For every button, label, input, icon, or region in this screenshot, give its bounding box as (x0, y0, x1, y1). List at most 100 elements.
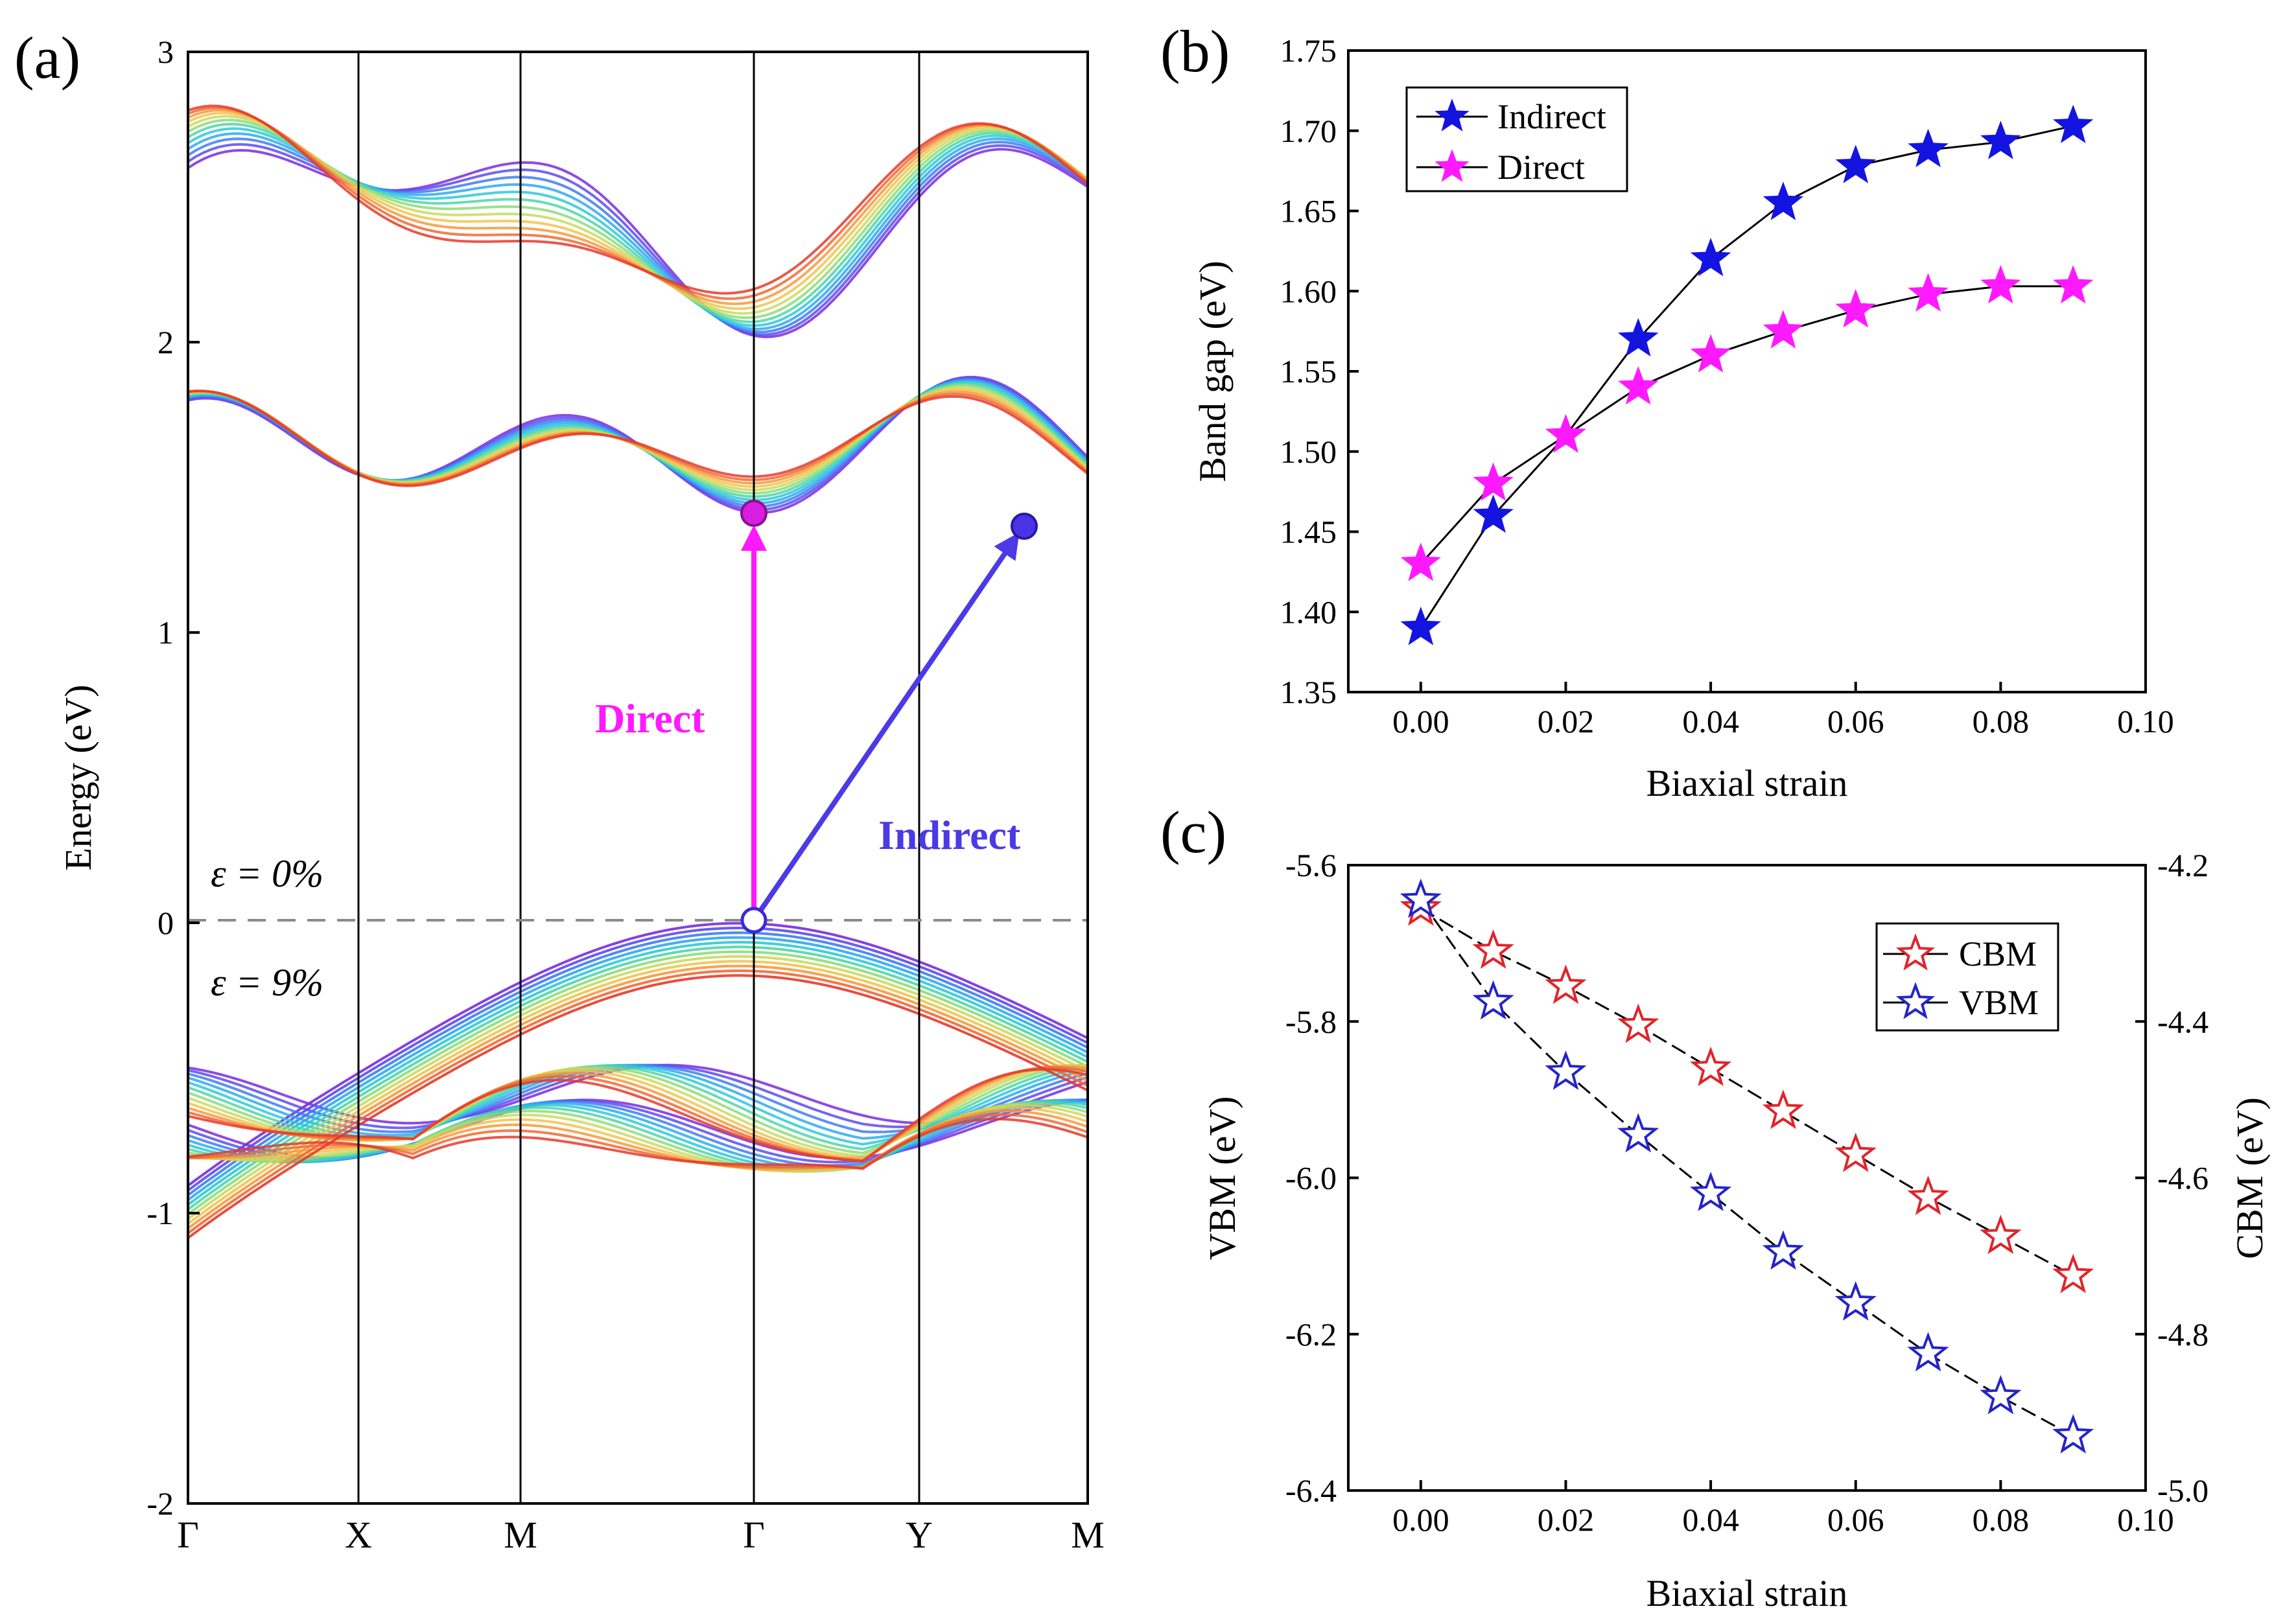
legend-marker-cbm (1895, 933, 1936, 971)
band-line (188, 111, 1088, 310)
y-tick-label: 1.35 (1280, 674, 1337, 710)
point-direct (1908, 273, 1949, 312)
y-tick-label: -6.2 (1285, 1316, 1337, 1352)
band-lines (188, 104, 1088, 1239)
point-direct (1400, 542, 1442, 581)
kpoint-label: X (345, 1514, 372, 1556)
band-structure-panel: (a) -2 -1 0 1 2 3 Γ X M Γ Y M Energy (eV) ε = 0% ε… (14, 25, 1105, 1556)
y-tick-label: -6.0 (1285, 1160, 1337, 1196)
legend-c: CBM VBM (1875, 922, 2059, 1032)
point-direct (1980, 264, 2021, 304)
x-tick-label: 0.10 (2117, 703, 2174, 739)
strain-label-9: ε = 9% (211, 961, 323, 1004)
legend-label-cbm: CBM (1959, 934, 2037, 973)
y-axis-title-b: Band gap (eV) (1191, 261, 1234, 481)
x-tick-label: 0.08 (1973, 1502, 2030, 1538)
y-tick-label-a: -2 (146, 1485, 174, 1522)
y-right-tick-label: -4.6 (2157, 1160, 2208, 1196)
point-indirect (1908, 128, 1949, 168)
y-tick-label: 1.70 (1280, 113, 1337, 149)
point-vbm (1907, 1332, 1949, 1372)
point-cbm (1907, 1176, 1949, 1215)
point-vbm (1545, 1050, 1587, 1090)
point-cbm (2052, 1253, 2094, 1293)
legend-b: Indirect Direct (1405, 86, 1628, 192)
axis-ticks-b: 0.00 0.02 0.04 0.06 0.08 0.10 1.35 1.40 1.45 1.50… (1280, 32, 2174, 739)
point-vbm (1690, 1171, 1732, 1211)
indirect-annotation: Indirect (878, 812, 1021, 858)
point-indirect (1690, 237, 1731, 277)
band-line (188, 386, 1088, 491)
y-axis-title-left-c: VBM (eV) (1201, 1096, 1243, 1260)
band-line (188, 931, 1088, 1196)
y-axis-title-a: Energy (eV) (57, 684, 99, 870)
panel-label-c: (c) (1160, 799, 1226, 865)
point-direct (1545, 414, 1586, 453)
y-right-tick-label: -5.0 (2157, 1472, 2208, 1509)
direct-cbm-point (740, 500, 767, 527)
band-line (188, 922, 1088, 1187)
point-direct (2052, 264, 2094, 304)
point-indirect (1473, 494, 1514, 533)
band-line (188, 927, 1088, 1192)
y-tick-label-a: -1 (146, 1195, 174, 1231)
band-line (188, 974, 1088, 1239)
x-tick-label: 0.02 (1538, 703, 1595, 739)
point-vbm (1834, 1281, 1877, 1321)
point-vbm (1400, 878, 1442, 918)
strain-label-0: ε = 0% (211, 852, 323, 895)
legend-box-b (1405, 86, 1628, 192)
legend-marker-vbm (1895, 982, 1936, 1019)
x-tick-label: 0.04 (1682, 703, 1739, 739)
y-right-tick-label: -4.4 (2157, 1003, 2208, 1039)
band-line (188, 388, 1088, 488)
band-line (188, 945, 1088, 1211)
band-line (188, 384, 1088, 495)
point-vbm (2052, 1413, 2094, 1454)
y-tick-label-a: 0 (158, 905, 174, 941)
band-line (188, 936, 1088, 1201)
point-cbm (1690, 1046, 1732, 1086)
band-line (188, 960, 1088, 1225)
point-indirect (1980, 121, 2021, 159)
point-direct (1835, 289, 1877, 328)
y-tick-label: -6.4 (1285, 1472, 1337, 1509)
y-tick-label: -5.6 (1285, 847, 1337, 883)
point-vbm (1980, 1375, 2022, 1415)
band-line (188, 955, 1088, 1220)
band-edge-panel: (c) 0.00 0.02 0.04 0.06 0.08 0.10 -6.4 -6.2 -6.0… (1160, 799, 2271, 1614)
x-tick-label: 0.04 (1682, 1502, 1739, 1538)
point-direct (1617, 365, 1659, 405)
x-tick-label: 0.10 (2117, 1502, 2174, 1538)
band-gap-panel: (b) 0.00 0.02 0.04 0.06 0.08 0.10 1.35 1.40 1.45… (1160, 18, 2174, 804)
y-tick-label: -5.8 (1285, 1003, 1337, 1039)
band-line (188, 389, 1088, 487)
direct-annotation: Direct (595, 695, 705, 741)
kpoint-label: Γ (177, 1514, 199, 1556)
band-line (188, 389, 1088, 487)
x-tick-label: 0.06 (1827, 1502, 1884, 1538)
kpoint-label: Γ (743, 1514, 765, 1556)
x-tick-label: 0.06 (1827, 703, 1884, 739)
point-indirect (1835, 145, 1877, 183)
legend-marker-indirect (1435, 99, 1470, 132)
band-line (188, 941, 1088, 1206)
y-tick-label: 1.75 (1280, 32, 1337, 69)
legend-marker-direct (1435, 149, 1470, 182)
point-indirect (1400, 607, 1442, 645)
legend-label-direct: Direct (1497, 148, 1585, 187)
band-line (188, 1117, 1088, 1170)
kpoint-label: M (1071, 1514, 1105, 1556)
legend-label-vbm: VBM (1959, 983, 2039, 1022)
point-vbm (1472, 980, 1514, 1020)
band-line (188, 389, 1088, 486)
x-axis-title-c: Biaxial strain (1646, 1572, 1848, 1614)
x-tick-label: 0.08 (1973, 703, 2030, 739)
axis-ticks-c: 0.00 0.02 0.04 0.06 0.08 0.10 -6.4 -6.2 -6.0 -5.8… (1285, 847, 2208, 1538)
point-cbm (1617, 1003, 1659, 1043)
vbm-point (740, 907, 767, 934)
x-tick-label: 0.00 (1392, 1502, 1449, 1538)
y-tick-label: 1.40 (1280, 594, 1337, 630)
point-indirect (1763, 181, 1804, 220)
